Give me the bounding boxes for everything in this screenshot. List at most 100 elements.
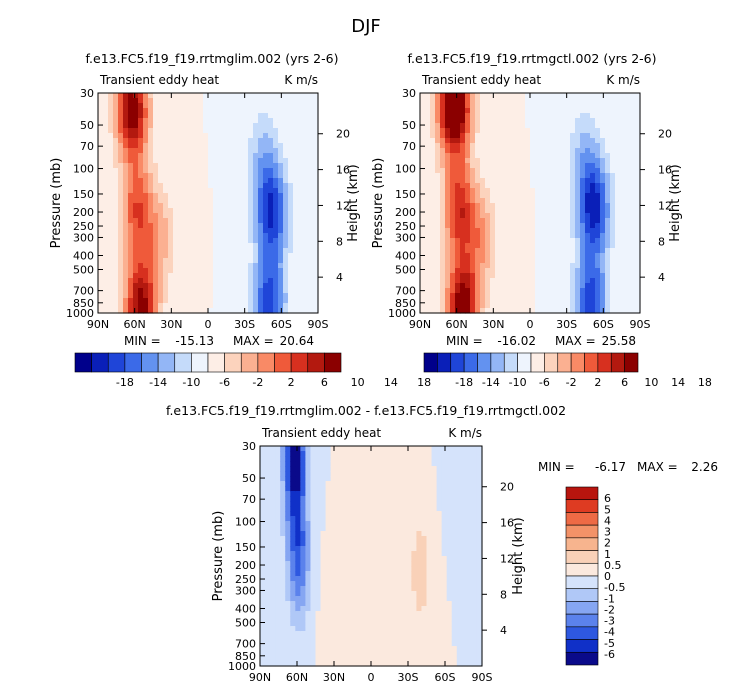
contour-cell bbox=[113, 243, 119, 249]
contour-cell bbox=[425, 138, 431, 144]
contour-cell bbox=[520, 248, 526, 254]
contour-cell bbox=[565, 243, 571, 249]
contour-cell bbox=[218, 158, 224, 164]
contour-cell bbox=[495, 98, 501, 104]
contour-cell bbox=[590, 138, 596, 144]
contour-cell bbox=[515, 253, 521, 259]
contour-cell bbox=[153, 178, 159, 184]
contour-cell bbox=[143, 98, 149, 104]
contour-cell bbox=[113, 208, 119, 214]
contour-cell bbox=[635, 258, 641, 264]
y-tick-label: 250 bbox=[395, 220, 416, 233]
contour-cell bbox=[178, 243, 184, 249]
contour-cell bbox=[188, 98, 194, 104]
contour-cell bbox=[153, 183, 159, 189]
contour-cell bbox=[420, 248, 426, 254]
contour-cell bbox=[500, 148, 506, 154]
contour-cell bbox=[98, 158, 104, 164]
contour-cell bbox=[285, 476, 291, 482]
contour-cell bbox=[183, 233, 189, 239]
contour-cell bbox=[515, 113, 521, 119]
contour-cell bbox=[330, 646, 337, 652]
contour-cell bbox=[138, 163, 144, 169]
contour-cell bbox=[350, 561, 357, 567]
contour-cell bbox=[265, 611, 271, 617]
contour-cell bbox=[188, 203, 194, 209]
contour-cell bbox=[495, 233, 501, 239]
contour-cell bbox=[450, 278, 456, 284]
contour-cell bbox=[610, 208, 616, 214]
contour-cell bbox=[260, 626, 266, 632]
contour-cell bbox=[520, 193, 526, 199]
contour-cell bbox=[298, 188, 304, 194]
contour-cell bbox=[435, 253, 441, 259]
contour-cell bbox=[280, 451, 286, 457]
contour-cell bbox=[223, 148, 229, 154]
contour-cell bbox=[520, 258, 526, 264]
contour-cell bbox=[345, 481, 352, 487]
contour-cell bbox=[315, 621, 322, 627]
contour-cell bbox=[430, 308, 436, 314]
contour-cell bbox=[148, 123, 154, 129]
contour-cell bbox=[123, 253, 129, 259]
contour-cell bbox=[178, 148, 184, 154]
contour-cell bbox=[505, 288, 511, 294]
contour-cell bbox=[128, 258, 134, 264]
contour-cell bbox=[600, 113, 606, 119]
contour-cell bbox=[118, 253, 124, 259]
contour-cell bbox=[223, 118, 229, 124]
contour-cell bbox=[310, 646, 317, 652]
contour-cell bbox=[290, 506, 296, 512]
contour-cell bbox=[575, 183, 581, 189]
contour-cell bbox=[128, 243, 134, 249]
contour-cell bbox=[278, 188, 284, 194]
contour-cell bbox=[565, 113, 571, 119]
contour-cell bbox=[425, 303, 431, 309]
colorbar-swatch bbox=[584, 352, 599, 373]
colorbar-swatch bbox=[224, 352, 242, 373]
contour-cell bbox=[330, 626, 337, 632]
contour-cell bbox=[313, 198, 319, 204]
contour-cell bbox=[243, 98, 249, 104]
contour-cell bbox=[445, 203, 451, 209]
contour-cell bbox=[305, 656, 312, 662]
contour-cell bbox=[258, 123, 264, 129]
contour-cell bbox=[465, 153, 471, 159]
contour-cell bbox=[520, 158, 526, 164]
contour-cell bbox=[500, 208, 506, 214]
contour-cell bbox=[465, 278, 471, 284]
contour-cell bbox=[575, 153, 581, 159]
max-label: MAX = bbox=[233, 334, 274, 348]
contour-cell bbox=[475, 123, 481, 129]
contour-cell bbox=[555, 193, 561, 199]
contour-cell bbox=[285, 451, 291, 457]
contour-cell bbox=[355, 581, 362, 587]
contour-cell bbox=[298, 103, 304, 109]
contour-cell bbox=[615, 308, 621, 314]
contour-cell bbox=[233, 263, 239, 269]
contour-cell bbox=[213, 128, 219, 134]
contour-cell bbox=[455, 303, 461, 309]
contour-cell bbox=[480, 113, 486, 119]
contour-cell bbox=[565, 163, 571, 169]
contour-cell bbox=[565, 208, 571, 214]
contour-cell bbox=[635, 138, 641, 144]
contour-cell bbox=[168, 138, 174, 144]
contour-cell bbox=[113, 113, 119, 119]
contour-cell bbox=[273, 188, 279, 194]
contour-cell bbox=[500, 248, 506, 254]
contour-cell bbox=[108, 238, 114, 244]
contour-cell bbox=[520, 128, 526, 134]
contour-cell bbox=[485, 103, 491, 109]
contour-cell bbox=[485, 278, 491, 284]
contour-cell bbox=[263, 118, 269, 124]
contour-cell bbox=[163, 213, 169, 219]
contour-cell bbox=[580, 93, 586, 99]
contour-cell bbox=[208, 188, 214, 194]
contour-cell bbox=[295, 571, 301, 577]
contour-cell bbox=[530, 103, 536, 109]
contour-cell bbox=[233, 223, 239, 229]
contour-cell bbox=[278, 203, 284, 209]
contour-cell bbox=[430, 148, 436, 154]
contour-cell bbox=[233, 208, 239, 214]
